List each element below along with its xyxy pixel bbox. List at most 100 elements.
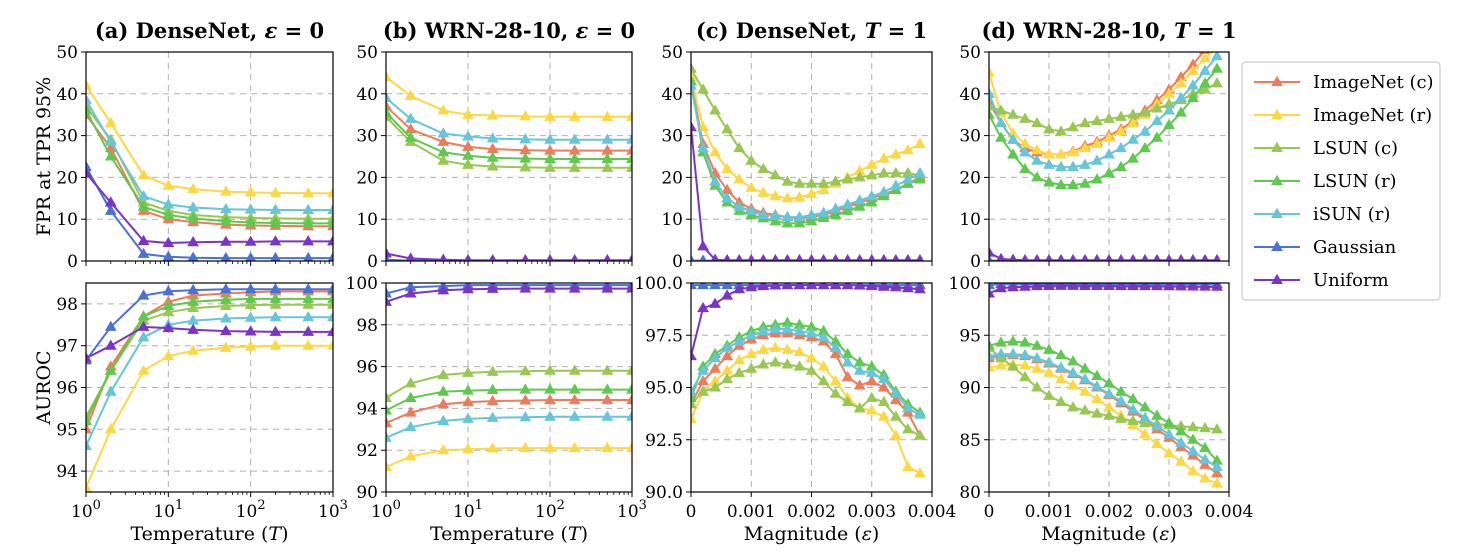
data-point <box>805 215 818 226</box>
data-point <box>1103 409 1115 420</box>
data-point <box>1067 355 1079 366</box>
data-point <box>1043 366 1055 377</box>
data-point <box>989 100 995 111</box>
data-point <box>462 442 474 454</box>
data-point <box>914 173 926 184</box>
data-point <box>989 283 995 290</box>
series-line <box>691 346 921 475</box>
plot-frame <box>85 51 334 262</box>
data-point <box>302 283 315 294</box>
data-point <box>1199 453 1211 464</box>
data-point <box>1188 253 1198 261</box>
legend-marker <box>1271 108 1283 120</box>
ytick-label: 94 <box>56 462 78 482</box>
data-point <box>709 375 721 386</box>
data-point <box>867 253 876 261</box>
data-point <box>709 297 721 308</box>
data-point <box>691 412 697 423</box>
data-point <box>404 421 417 432</box>
data-point <box>162 285 175 296</box>
data-point <box>995 283 1007 293</box>
data-point <box>187 295 200 306</box>
data-point <box>601 144 614 155</box>
panel-d-bot: 80 85 90 95 100 0 0.001 0.002 0.003 0.004 Magnitud… <box>949 274 1254 545</box>
data-point <box>793 217 806 228</box>
data-point <box>437 444 450 455</box>
data-point <box>1151 409 1163 420</box>
data-point <box>519 161 532 172</box>
data-point <box>568 410 581 421</box>
data-point <box>793 360 806 371</box>
data-point <box>104 423 117 434</box>
data-point <box>759 253 768 261</box>
data-point <box>162 208 175 220</box>
data-point <box>805 364 818 375</box>
data-point <box>104 320 117 331</box>
data-point <box>244 311 257 322</box>
data-point <box>187 212 200 223</box>
data-point <box>889 167 902 178</box>
series-group <box>86 79 333 261</box>
data-point <box>697 385 709 396</box>
legend-label: Uniform <box>1313 270 1389 291</box>
data-point <box>793 324 806 336</box>
data-point <box>462 283 474 294</box>
xtick-label: 0.003 <box>1145 502 1194 522</box>
data-point <box>601 393 614 405</box>
data-point <box>601 283 614 293</box>
data-point <box>86 93 92 105</box>
data-point <box>626 441 632 453</box>
data-point <box>733 173 746 184</box>
data-point <box>626 410 632 421</box>
data-point <box>1163 104 1175 115</box>
series-line <box>86 166 333 260</box>
xtick-label: 0.002 <box>787 502 836 522</box>
data-point <box>1044 253 1054 261</box>
data-point <box>486 411 499 422</box>
data-point <box>187 314 200 325</box>
data-point <box>1211 454 1223 465</box>
panel-a-top: 0 10 20 30 40 50 (a) DenseNet, ε = 0 FPR at TPR… <box>33 18 334 272</box>
data-point <box>829 202 842 213</box>
data-point <box>1043 176 1055 187</box>
data-point <box>1175 455 1187 466</box>
data-point <box>793 191 806 202</box>
series-line <box>86 288 333 361</box>
data-point <box>865 366 878 377</box>
data-point <box>162 198 175 209</box>
data-point <box>1127 283 1139 291</box>
series-line <box>386 447 632 468</box>
data-point <box>104 196 117 207</box>
data-point <box>269 311 282 322</box>
data-point <box>1211 466 1223 478</box>
data-point <box>404 391 417 402</box>
data-point <box>269 216 282 227</box>
data-point <box>544 383 556 394</box>
series-line <box>86 325 333 360</box>
data-point <box>1199 422 1211 433</box>
data-point <box>1175 419 1187 431</box>
data-point <box>269 235 282 246</box>
data-point <box>86 414 92 425</box>
series-group <box>989 283 1223 488</box>
data-point <box>1043 389 1055 400</box>
data-point <box>795 253 804 261</box>
data-point <box>544 410 556 421</box>
data-point <box>1187 445 1199 456</box>
data-point <box>1019 283 1031 291</box>
data-point <box>865 283 878 291</box>
ytick-label: 92 <box>356 441 378 461</box>
data-point <box>162 236 175 248</box>
legend-marker <box>1271 141 1283 153</box>
legend-label: iSUN (r) <box>1313 204 1390 225</box>
data-point <box>1164 253 1174 261</box>
data-point <box>219 185 232 196</box>
data-point <box>219 312 232 323</box>
data-point <box>1163 87 1175 98</box>
data-point <box>1068 253 1078 261</box>
data-point <box>781 175 794 186</box>
data-point <box>486 283 499 293</box>
data-point <box>697 375 709 386</box>
data-point <box>404 283 417 292</box>
data-point <box>745 347 758 359</box>
